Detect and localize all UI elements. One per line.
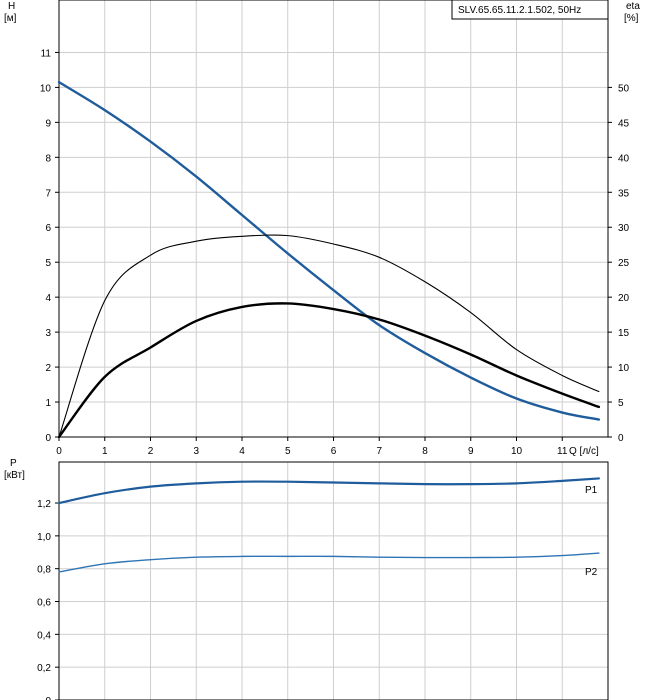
lower-grid (58, 462, 608, 700)
power-axis-label: P (10, 458, 17, 469)
x-tick-label: 3 (193, 446, 199, 457)
lower-left-ticks: 0 0,2 0,4 0,6 0,8 1,0 1,2 (37, 499, 59, 700)
right-tick-label: 45 (618, 118, 630, 129)
power-tick-label: 0 (45, 696, 51, 700)
x-tick-label: 8 (422, 446, 428, 457)
x-tick-label: 10 (511, 446, 523, 457)
head-curve (57, 80, 601, 421)
x-tick-label: 2 (148, 446, 154, 457)
right-axis-unit: [%] (624, 13, 639, 24)
left-tick-label: 3 (45, 328, 51, 339)
lower-panel: 0 0,2 0,4 0,6 0,8 1,0 1,2 P [кВт] P1 P2 (4, 458, 609, 700)
left-tick-label: 8 (45, 153, 51, 164)
x-tick-label: 5 (285, 446, 291, 457)
right-tick-label: 5 (618, 398, 624, 409)
power-tick-label: 0,8 (37, 565, 51, 576)
efficiency-curve-thin (58, 234, 600, 438)
p2-curve (58, 552, 600, 573)
efficiency-curve-thick (57, 302, 601, 439)
right-tick-label: 35 (618, 188, 630, 199)
left-tick-label: 6 (45, 223, 51, 234)
right-tick-label: 0 (618, 433, 624, 444)
x-tick-label: 7 (376, 446, 382, 457)
upper-left-ticks: 0 1 2 3 4 5 6 7 8 9 10 11 (40, 48, 59, 444)
x-tick-label: 1 (102, 446, 108, 457)
power-tick-label: 0,2 (37, 663, 51, 674)
right-axis-label: eta (626, 1, 640, 12)
x-tick-label: 11 (557, 446, 568, 457)
power-tick-label: 0,4 (37, 630, 51, 641)
lower-series (57, 477, 600, 573)
x-tick-label: 4 (239, 446, 245, 457)
chart-title-box (451, 0, 609, 20)
left-tick-label: 0 (45, 433, 51, 444)
p2-label: P2 (585, 567, 598, 578)
upper-series (57, 80, 601, 439)
p1-curve (57, 477, 600, 505)
upper-grid (58, 0, 608, 438)
p1-label: P1 (585, 485, 598, 496)
power-tick-label: 1,0 (37, 532, 51, 543)
x-tick-label: 0 (56, 446, 62, 457)
right-tick-label: 30 (618, 223, 630, 234)
right-tick-label: 10 (618, 363, 630, 374)
x-tick-label: 9 (468, 446, 474, 457)
right-tick-label: 15 (618, 328, 630, 339)
left-tick-label: 2 (45, 363, 51, 374)
left-tick-label: 7 (45, 188, 51, 199)
left-axis-label: H (8, 1, 15, 12)
power-axis-unit: [кВт] (4, 470, 25, 481)
upper-right-ticks: 0 5 10 15 20 25 30 35 40 45 50 (608, 83, 630, 444)
right-tick-label: 25 (618, 258, 630, 269)
left-tick-label: 9 (45, 118, 51, 129)
left-axis-unit: [м] (4, 13, 17, 24)
upper-x-ticks: 0 1 2 3 4 5 6 7 8 9 10 11 (56, 437, 568, 457)
chart-title: SLV.65.65.11.2.1.502, 50Hz (458, 5, 581, 16)
right-tick-label: 20 (618, 293, 630, 304)
left-tick-label: 1 (45, 398, 51, 409)
x-axis-label: Q [л/с] (569, 446, 599, 457)
left-tick-label: 5 (45, 258, 51, 269)
power-tick-label: 0,6 (37, 598, 51, 609)
x-tick-label: 6 (331, 446, 337, 457)
right-tick-label: 50 (618, 83, 630, 94)
left-tick-label: 11 (41, 48, 52, 59)
lower-frame (58, 461, 609, 700)
left-tick-label: 4 (45, 293, 51, 304)
power-tick-label: 1,2 (37, 499, 51, 510)
left-tick-label: 10 (40, 83, 52, 94)
right-tick-label: 40 (618, 153, 630, 164)
